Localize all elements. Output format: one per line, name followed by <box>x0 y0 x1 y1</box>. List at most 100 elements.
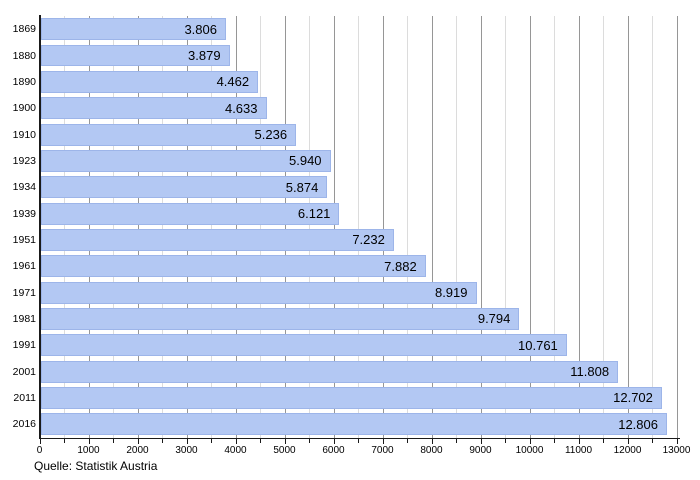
bar-value-label: 12.806 <box>618 416 658 432</box>
x-tick-label: 2000 <box>126 445 149 456</box>
year-label: 1880 <box>12 49 36 62</box>
gridline-minor <box>64 16 65 438</box>
x-axis-tick <box>676 439 678 444</box>
gridline-major <box>186 16 188 438</box>
gridline-major <box>382 16 384 438</box>
x-tick-label: 3000 <box>175 445 198 456</box>
bar-value-label: 6.121 <box>297 206 331 222</box>
bar-value-label: 7.232 <box>352 232 385 248</box>
x-tick-label: 12000 <box>613 445 642 456</box>
x-axis-tick <box>627 439 629 444</box>
x-axis-tick <box>39 439 41 444</box>
bar: 9.794 <box>40 307 520 330</box>
x-axis-tick <box>260 439 261 443</box>
bar: 5.236 <box>40 123 297 146</box>
bar-value-label: 4.633 <box>224 100 258 116</box>
gridline-minor <box>211 16 212 438</box>
x-axis-tick <box>505 439 506 443</box>
x-axis-tick <box>358 439 359 443</box>
gridline-major <box>676 16 678 438</box>
x-axis-tick <box>186 439 188 444</box>
x-axis-tick <box>235 439 237 444</box>
gridline-minor <box>652 16 653 438</box>
x-tick-label: 7000 <box>371 445 394 456</box>
year-label: 1923 <box>12 154 36 167</box>
x-tick-label: 8000 <box>420 445 443 456</box>
gridline-major <box>480 16 482 438</box>
bar: 12.702 <box>40 387 662 409</box>
bar: 8.919 <box>40 281 477 304</box>
bar: 4.462 <box>40 70 259 93</box>
bar-value-label: 4.462 <box>216 74 250 90</box>
x-tick-label: 4000 <box>224 445 247 456</box>
x-axis-tick <box>480 439 482 444</box>
bar-value-label: 3.806 <box>184 21 217 37</box>
bar: 7.882 <box>40 255 426 278</box>
gridline-minor <box>603 16 604 438</box>
gridline-minor <box>260 16 261 438</box>
x-tick-label: 10000 <box>515 445 544 456</box>
gridline-minor <box>407 16 408 438</box>
year-label: 1900 <box>12 102 36 115</box>
x-axis-tick <box>407 439 408 443</box>
bar: 7.232 <box>40 228 394 251</box>
bar-value-label: 11.808 <box>570 364 610 380</box>
x-axis-tick <box>431 439 433 444</box>
y-axis-line <box>38 15 41 439</box>
bar: 4.633 <box>40 97 267 120</box>
x-axis-tick <box>137 439 139 444</box>
gridline-minor <box>113 16 114 438</box>
bar: 12.806 <box>40 413 667 436</box>
x-axis-line <box>38 437 680 440</box>
year-label: 1971 <box>12 286 36 299</box>
bar-value-label: 5.940 <box>289 153 322 169</box>
gridline-major <box>137 16 139 438</box>
x-tick-label: 0 <box>36 445 43 456</box>
bar-value-label: 9.794 <box>477 311 511 327</box>
bar-value-label: 7.882 <box>384 258 417 274</box>
bar: 11.808 <box>40 360 619 383</box>
bar: 6.121 <box>40 202 340 225</box>
x-axis-tick <box>456 439 457 443</box>
gridline-minor <box>309 16 310 438</box>
year-label: 1961 <box>12 260 36 273</box>
x-axis-tick <box>382 439 384 444</box>
bar-value-label: 10.761 <box>518 337 558 353</box>
x-tick-label: 1000 <box>77 445 100 456</box>
gridline-minor <box>162 16 163 438</box>
x-axis-tick <box>309 439 310 443</box>
bar-value-label: 5.874 <box>285 179 319 195</box>
year-label: 1991 <box>12 339 36 352</box>
year-label: 1951 <box>12 233 36 246</box>
gridline-minor <box>358 16 359 438</box>
x-tick-label: 11000 <box>564 445 593 456</box>
x-axis-tick <box>652 439 653 443</box>
x-axis-tick <box>162 439 163 443</box>
x-axis-tick <box>554 439 555 443</box>
gridline-major <box>284 16 286 438</box>
gridline-major <box>431 16 433 438</box>
x-axis-tick <box>113 439 114 443</box>
bar: 10.761 <box>40 334 567 357</box>
bar: 3.879 <box>40 44 230 67</box>
x-axis-tick <box>603 439 604 443</box>
x-tick-label: 13000 <box>662 445 691 456</box>
year-label: 1934 <box>12 181 36 194</box>
gridline-major <box>235 16 237 438</box>
gridline-major <box>333 16 335 438</box>
bar-value-label: 3.879 <box>188 48 221 63</box>
gridline-minor <box>505 16 506 438</box>
gridline-major <box>529 16 531 438</box>
x-axis-tick <box>333 439 335 444</box>
year-label: 1939 <box>12 207 36 220</box>
x-tick-label: 9000 <box>469 445 492 456</box>
bar: 3.806 <box>40 18 226 41</box>
x-axis-tick <box>88 439 90 444</box>
bar: 5.940 <box>40 149 331 172</box>
gridline-major <box>88 16 90 438</box>
x-tick-label: 5000 <box>273 445 296 456</box>
gridline-minor <box>554 16 555 438</box>
x-axis-tick <box>284 439 286 444</box>
gridline-minor <box>456 16 457 438</box>
